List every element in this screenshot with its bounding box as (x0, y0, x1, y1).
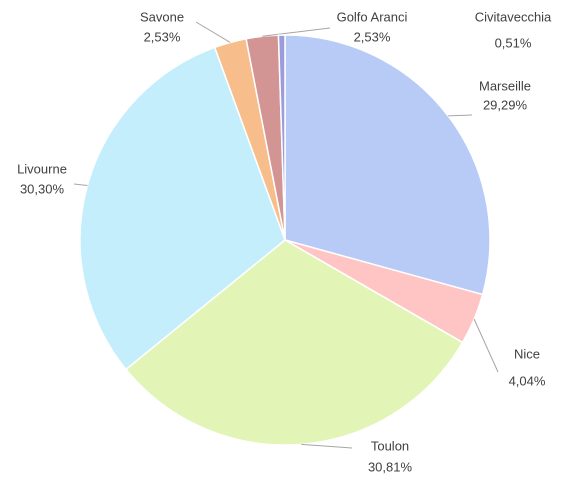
pie-slice (284, 34, 491, 296)
leader-line (73, 183, 88, 187)
slice-value-label: 30,81% (368, 459, 413, 474)
leader-line (301, 443, 353, 449)
slice-value-label: 2,53% (354, 29, 391, 44)
slice-label: Golfo Aranci (337, 9, 408, 24)
slice-label: Toulon (371, 438, 409, 453)
slice-value-label: 0,51% (495, 35, 532, 50)
slice-value-label: 4,04% (509, 373, 546, 388)
slice-label: Nice (514, 346, 540, 361)
slice-value-label: 29,29% (483, 97, 528, 112)
pie-slice (277, 34, 286, 241)
slice-label: Marseille (479, 78, 531, 93)
slice-value-label: 30,30% (20, 181, 65, 196)
leader-line (262, 27, 331, 37)
slice-label: Livourne (17, 161, 67, 176)
slice-value-label: 2,53% (144, 29, 181, 44)
leader-line (195, 21, 231, 43)
slice-label: Savone (140, 9, 184, 24)
pie-slice (79, 46, 286, 371)
leader-line (473, 318, 499, 373)
leader-line (448, 114, 473, 117)
slice-label: Civitavecchia (475, 9, 552, 24)
